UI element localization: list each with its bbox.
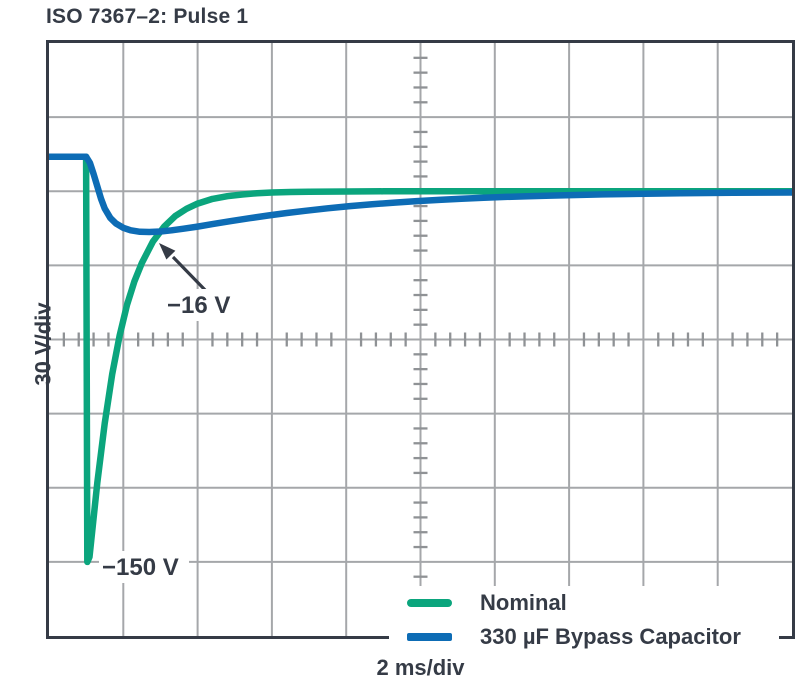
- legend-label-bypass-capacitor: 330 µF Bypass Capacitor: [480, 624, 741, 649]
- scope-plot-canvas: −150 V −16 V: [49, 43, 792, 636]
- legend-item-bypass-capacitor: 330 µF Bypass Capacitor: [389, 622, 779, 652]
- annotation-layer: −150 V −16 V: [99, 243, 243, 583]
- series-layer: [49, 153, 792, 566]
- legend-label-nominal: Nominal: [480, 590, 567, 615]
- minus16v-arrow-head-icon: [159, 243, 176, 260]
- bypass-capacitor-line-swatch-icon: [407, 633, 452, 641]
- minus16v-label-backing: [163, 289, 243, 321]
- minus16v-annotation-label: −16 V: [167, 292, 230, 319]
- bypass-capacitor-trace: [49, 153, 792, 236]
- minus16v-arrow-shaft: [171, 255, 209, 294]
- chart-title: ISO 7367–2: Pulse 1: [46, 5, 249, 28]
- scope-plot: −150 V −16 V: [46, 40, 795, 639]
- x-axis-label: 2 ms/div: [376, 655, 465, 680]
- legend: Nominal 330 µF Bypass Capacitor: [389, 586, 779, 654]
- y-axis-label: 30 V/div: [30, 302, 56, 386]
- legend-item-nominal: Nominal: [389, 588, 779, 618]
- minus150v-label-backing: [99, 551, 189, 583]
- minus150v-annotation-label: −150 V: [102, 554, 179, 581]
- nominal-line-swatch-icon: [407, 599, 452, 607]
- nominal-trace: [49, 153, 792, 566]
- grid-layer: [49, 43, 792, 636]
- center-axis-ticks: [62, 56, 779, 623]
